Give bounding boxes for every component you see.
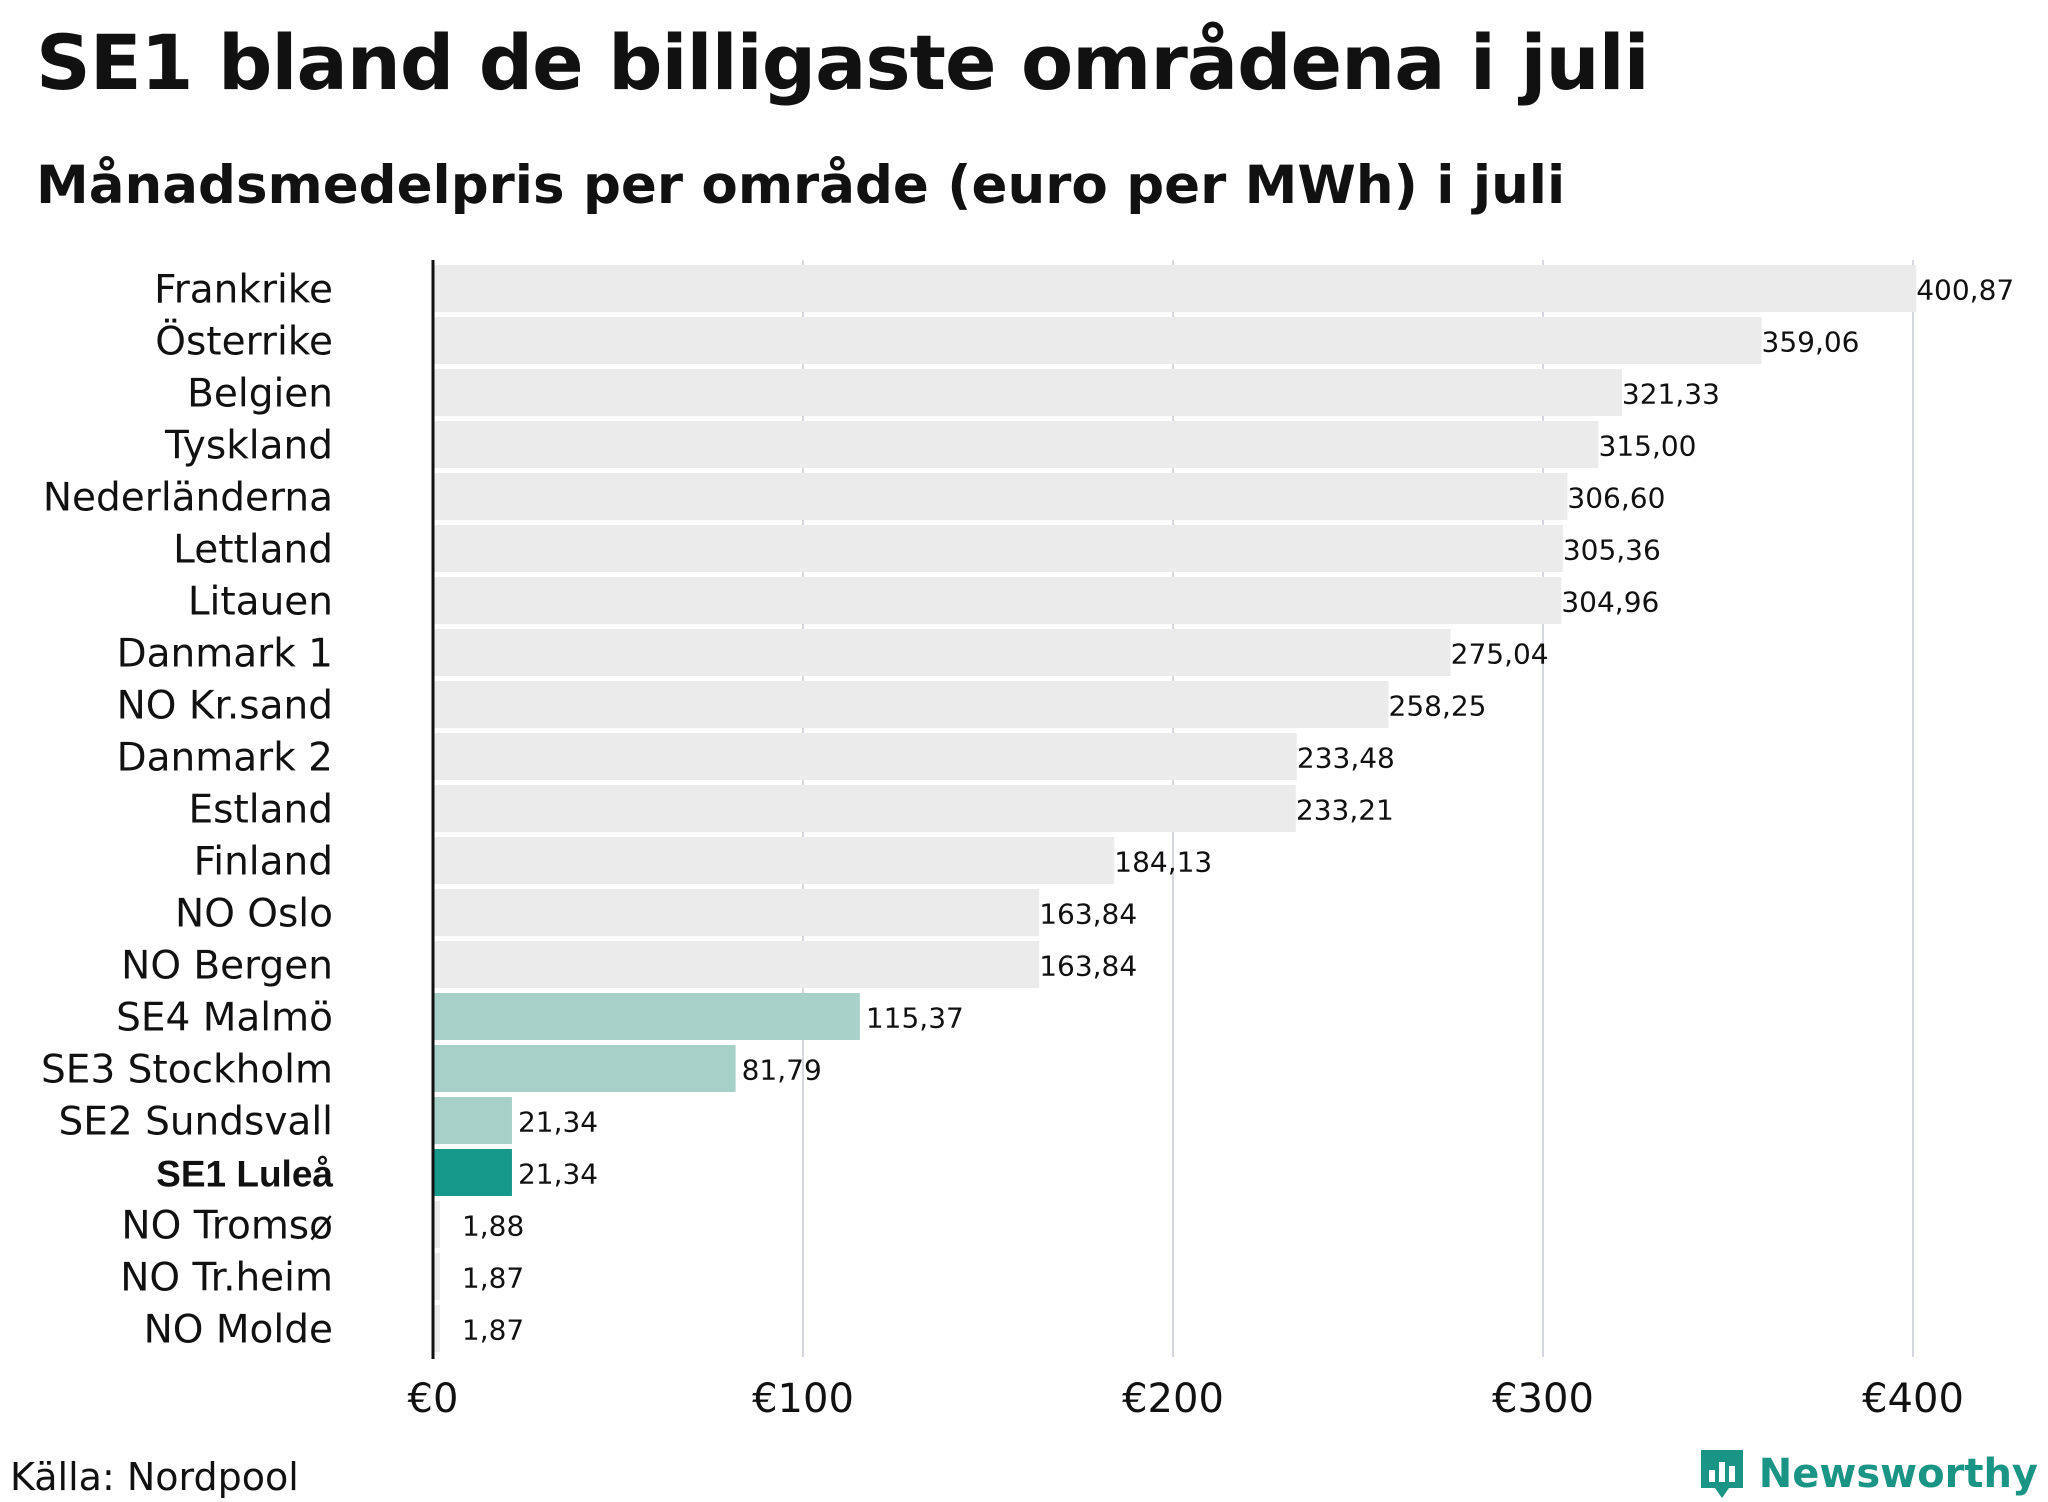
value-label: 305,36 — [1563, 534, 1661, 567]
bar — [433, 1201, 440, 1248]
category-label: SE2 Sundsvall — [58, 1100, 333, 1145]
bar — [433, 1149, 512, 1196]
value-label: 306,60 — [1567, 482, 1665, 515]
category-label: SE1 Luleå — [156, 1154, 333, 1195]
x-tick-label: €100 — [752, 1376, 854, 1422]
category-label: Danmark 2 — [117, 736, 333, 781]
bar — [433, 473, 1568, 520]
x-tick-label: €200 — [1122, 1376, 1224, 1422]
value-label: 163,84 — [1039, 950, 1137, 983]
value-label: 359,06 — [1762, 326, 1860, 359]
brand-name: Newsworthy — [1758, 1451, 2038, 1497]
category-label: NO Tr.heim — [120, 1256, 333, 1301]
value-label: 275,04 — [1451, 638, 1549, 671]
bar — [433, 1253, 440, 1300]
category-label: Österrike — [155, 319, 333, 365]
bar — [433, 941, 1040, 988]
newsworthy-logo-icon — [1700, 1450, 1743, 1498]
bar — [433, 1305, 440, 1352]
category-label: SE3 Stockholm — [41, 1048, 333, 1093]
bar — [433, 265, 1917, 312]
category-label: Lettland — [173, 528, 333, 573]
category-label: Nederländerna — [43, 476, 333, 521]
category-label: NO Oslo — [175, 892, 333, 937]
category-label: Finland — [194, 840, 333, 885]
value-label: 115,37 — [866, 1002, 964, 1035]
bar — [433, 889, 1040, 936]
bar — [433, 1097, 512, 1144]
value-label: 233,48 — [1297, 742, 1395, 775]
value-label: 321,33 — [1622, 378, 1720, 411]
bar — [433, 369, 1622, 416]
category-label: NO Molde — [144, 1308, 333, 1353]
value-label: 1,88 — [462, 1210, 524, 1243]
category-label: NO Kr.sand — [117, 684, 333, 729]
category-label: Danmark 1 — [117, 632, 333, 677]
value-label: 1,87 — [462, 1314, 524, 1347]
bar — [433, 993, 860, 1040]
value-label: 1,87 — [462, 1262, 524, 1295]
bar — [433, 785, 1296, 832]
bar — [433, 577, 1562, 624]
bar — [433, 629, 1451, 676]
bar-chart: €0 €100 €200 €300 €400 Frankrike 400,87 Österri… — [41, 260, 2014, 1422]
bar — [433, 681, 1389, 728]
value-label: 258,25 — [1389, 690, 1487, 723]
category-label: Frankrike — [154, 268, 333, 313]
value-label: 184,13 — [1114, 846, 1212, 879]
category-label: Estland — [189, 788, 333, 833]
x-tick-label: €300 — [1492, 1376, 1594, 1422]
value-label: 304,96 — [1561, 586, 1659, 619]
category-label: Tyskland — [164, 424, 333, 469]
bar — [433, 837, 1115, 884]
x-tick-label: €400 — [1862, 1376, 1964, 1422]
value-label: 21,34 — [518, 1158, 598, 1191]
value-label: 81,79 — [742, 1054, 822, 1087]
bar — [433, 733, 1297, 780]
bar — [433, 525, 1563, 572]
value-label: 233,21 — [1296, 794, 1394, 827]
chart-subtitle: Månadsmedelpris per område (euro per MWh… — [36, 155, 1566, 216]
category-label: NO Bergen — [121, 944, 333, 989]
chart-title: SE1 bland de billigaste områdena i juli — [36, 18, 1650, 107]
x-tick-label: €0 — [408, 1376, 459, 1422]
category-label: Belgien — [187, 372, 333, 417]
newsworthy-logo: Newsworthy — [1697, 1446, 2038, 1502]
bar — [433, 317, 1762, 364]
bar — [433, 421, 1599, 468]
value-label: 400,87 — [1916, 274, 2014, 307]
category-label: NO Tromsø — [121, 1204, 333, 1249]
bar — [433, 1045, 736, 1092]
value-label: 315,00 — [1599, 430, 1697, 463]
category-label: Litauen — [188, 580, 333, 625]
source-note: Källa: Nordpool — [10, 1455, 299, 1499]
category-label: SE4 Malmö — [116, 996, 333, 1041]
value-label: 163,84 — [1039, 898, 1137, 931]
value-label: 21,34 — [518, 1106, 598, 1139]
